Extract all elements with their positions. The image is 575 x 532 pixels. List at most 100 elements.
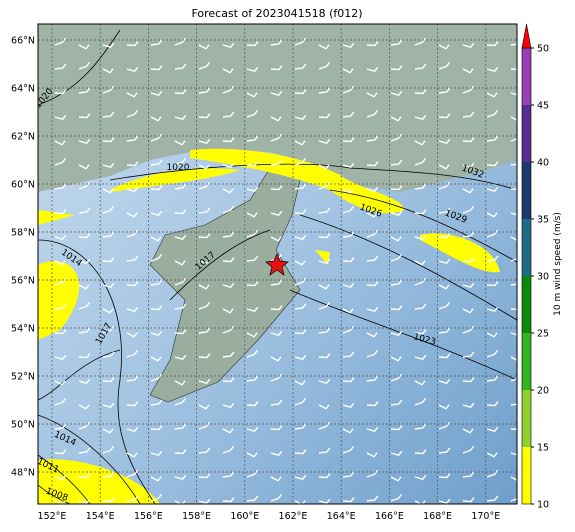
- colorbar-tick-label: 50: [537, 44, 549, 55]
- wind-barb: [54, 209, 67, 215]
- wind-barb: [78, 284, 90, 290]
- location-star: [265, 253, 289, 276]
- wind-barb: [294, 209, 307, 215]
- lon-label: 170°E: [471, 511, 500, 522]
- wind-barb: [366, 469, 379, 478]
- wind-barb: [414, 500, 426, 504]
- wind-barb: [78, 498, 91, 504]
- wind-barb: [150, 305, 163, 311]
- wind-barb: [390, 133, 403, 142]
- colorbar-tick-label: 10: [537, 500, 549, 511]
- wind-barb: [102, 377, 115, 383]
- wind-barb: [366, 229, 379, 238]
- wind-barb: [342, 231, 355, 238]
- wind-barb: [462, 188, 474, 194]
- wind-barb: [222, 137, 235, 143]
- wind-barb: [246, 495, 259, 502]
- wind-barb: [198, 447, 211, 454]
- wind-barb: [78, 44, 90, 50]
- wind-barb: [78, 353, 91, 359]
- wind-barb: [222, 351, 235, 358]
- wind-barb: [102, 308, 114, 314]
- wind-barb: [294, 277, 307, 286]
- wind-barb: [246, 375, 259, 382]
- wind-barb: [414, 277, 427, 286]
- wind-barb: [198, 113, 211, 119]
- wind-barb: [318, 327, 331, 334]
- wind-barb: [438, 327, 451, 334]
- wind-barb: [246, 306, 259, 313]
- wind-barb: [174, 140, 186, 146]
- wind-barb: [78, 181, 91, 190]
- wind-barb: [222, 282, 235, 289]
- wind-barb: [510, 236, 517, 241]
- wind-barb: [510, 283, 517, 286]
- wind-barb: [294, 397, 307, 406]
- wind-barb: [342, 257, 355, 263]
- wind-barb: [54, 449, 67, 455]
- land-north: [38, 24, 517, 192]
- wind-barb: [126, 229, 139, 238]
- wind-barb: [198, 404, 210, 410]
- wind-barb: [126, 41, 139, 47]
- wind-barb: [366, 161, 379, 167]
- wind-barb: [174, 260, 186, 266]
- wind-barb: [342, 205, 355, 214]
- wind-barb: [390, 330, 403, 337]
- wind-barb: [54, 157, 67, 166]
- wind-barb: [486, 332, 498, 338]
- wind-barb: [126, 349, 139, 358]
- graticule: [38, 24, 517, 504]
- wind-barb: [438, 353, 451, 359]
- wind-barb: [126, 186, 139, 193]
- wind-barb: [102, 42, 115, 49]
- wind-barb: [198, 164, 210, 170]
- wind-barb: [270, 279, 283, 286]
- wind-barb: [462, 137, 475, 143]
- wind-barb: [198, 138, 211, 145]
- wind-barb: [366, 426, 379, 433]
- wind-barb: [174, 114, 187, 121]
- wind-barb: [414, 329, 427, 335]
- wind-barb: [150, 493, 163, 502]
- wind-barb: [150, 159, 163, 166]
- wind-barb: [174, 423, 187, 430]
- wind-barb: [174, 234, 187, 241]
- wind-barb: [174, 183, 187, 190]
- wind-barb: [510, 163, 517, 166]
- wind-barb: [390, 185, 403, 191]
- wind-barb: [510, 258, 517, 262]
- wind-barb: [102, 428, 114, 434]
- wind-barb: [270, 210, 283, 217]
- wind-barb: [342, 188, 354, 194]
- wind-barb: [198, 301, 211, 310]
- wind-barb: [486, 212, 498, 218]
- colorbar-segment: [522, 48, 531, 105]
- wind-patches: [38, 148, 500, 504]
- wind-barb: [270, 476, 282, 482]
- wind-barb: [486, 229, 499, 238]
- title: Forecast of 2023041518 (f012): [191, 7, 362, 20]
- wind-barb: [246, 452, 258, 458]
- wind-barb: [54, 140, 66, 146]
- colorbar-segment: [522, 390, 531, 447]
- wind-barb: [462, 85, 475, 94]
- wind-barb: [150, 65, 163, 71]
- wind-barb: [126, 452, 138, 458]
- wind-barb: [486, 349, 499, 358]
- wind-barb: [126, 212, 138, 218]
- wind-barb: [294, 474, 307, 481]
- wind-barb: [78, 61, 91, 70]
- wind-barb: [318, 61, 331, 70]
- wind-barb: [438, 473, 451, 479]
- wind-barb: [270, 373, 283, 382]
- wind-barb: [318, 233, 331, 239]
- wind-barb: [318, 378, 331, 385]
- axis-labels: 152°E 154°E 156°E 158°E 160°E 162°E 164°E 166°E…: [11, 36, 500, 523]
- wind-barb: [366, 349, 379, 358]
- wind-barb: [486, 452, 498, 458]
- wind-barb: [366, 495, 379, 502]
- wind-barb: [294, 500, 306, 504]
- wind-barb: [462, 351, 475, 358]
- wind-barb: [318, 447, 331, 454]
